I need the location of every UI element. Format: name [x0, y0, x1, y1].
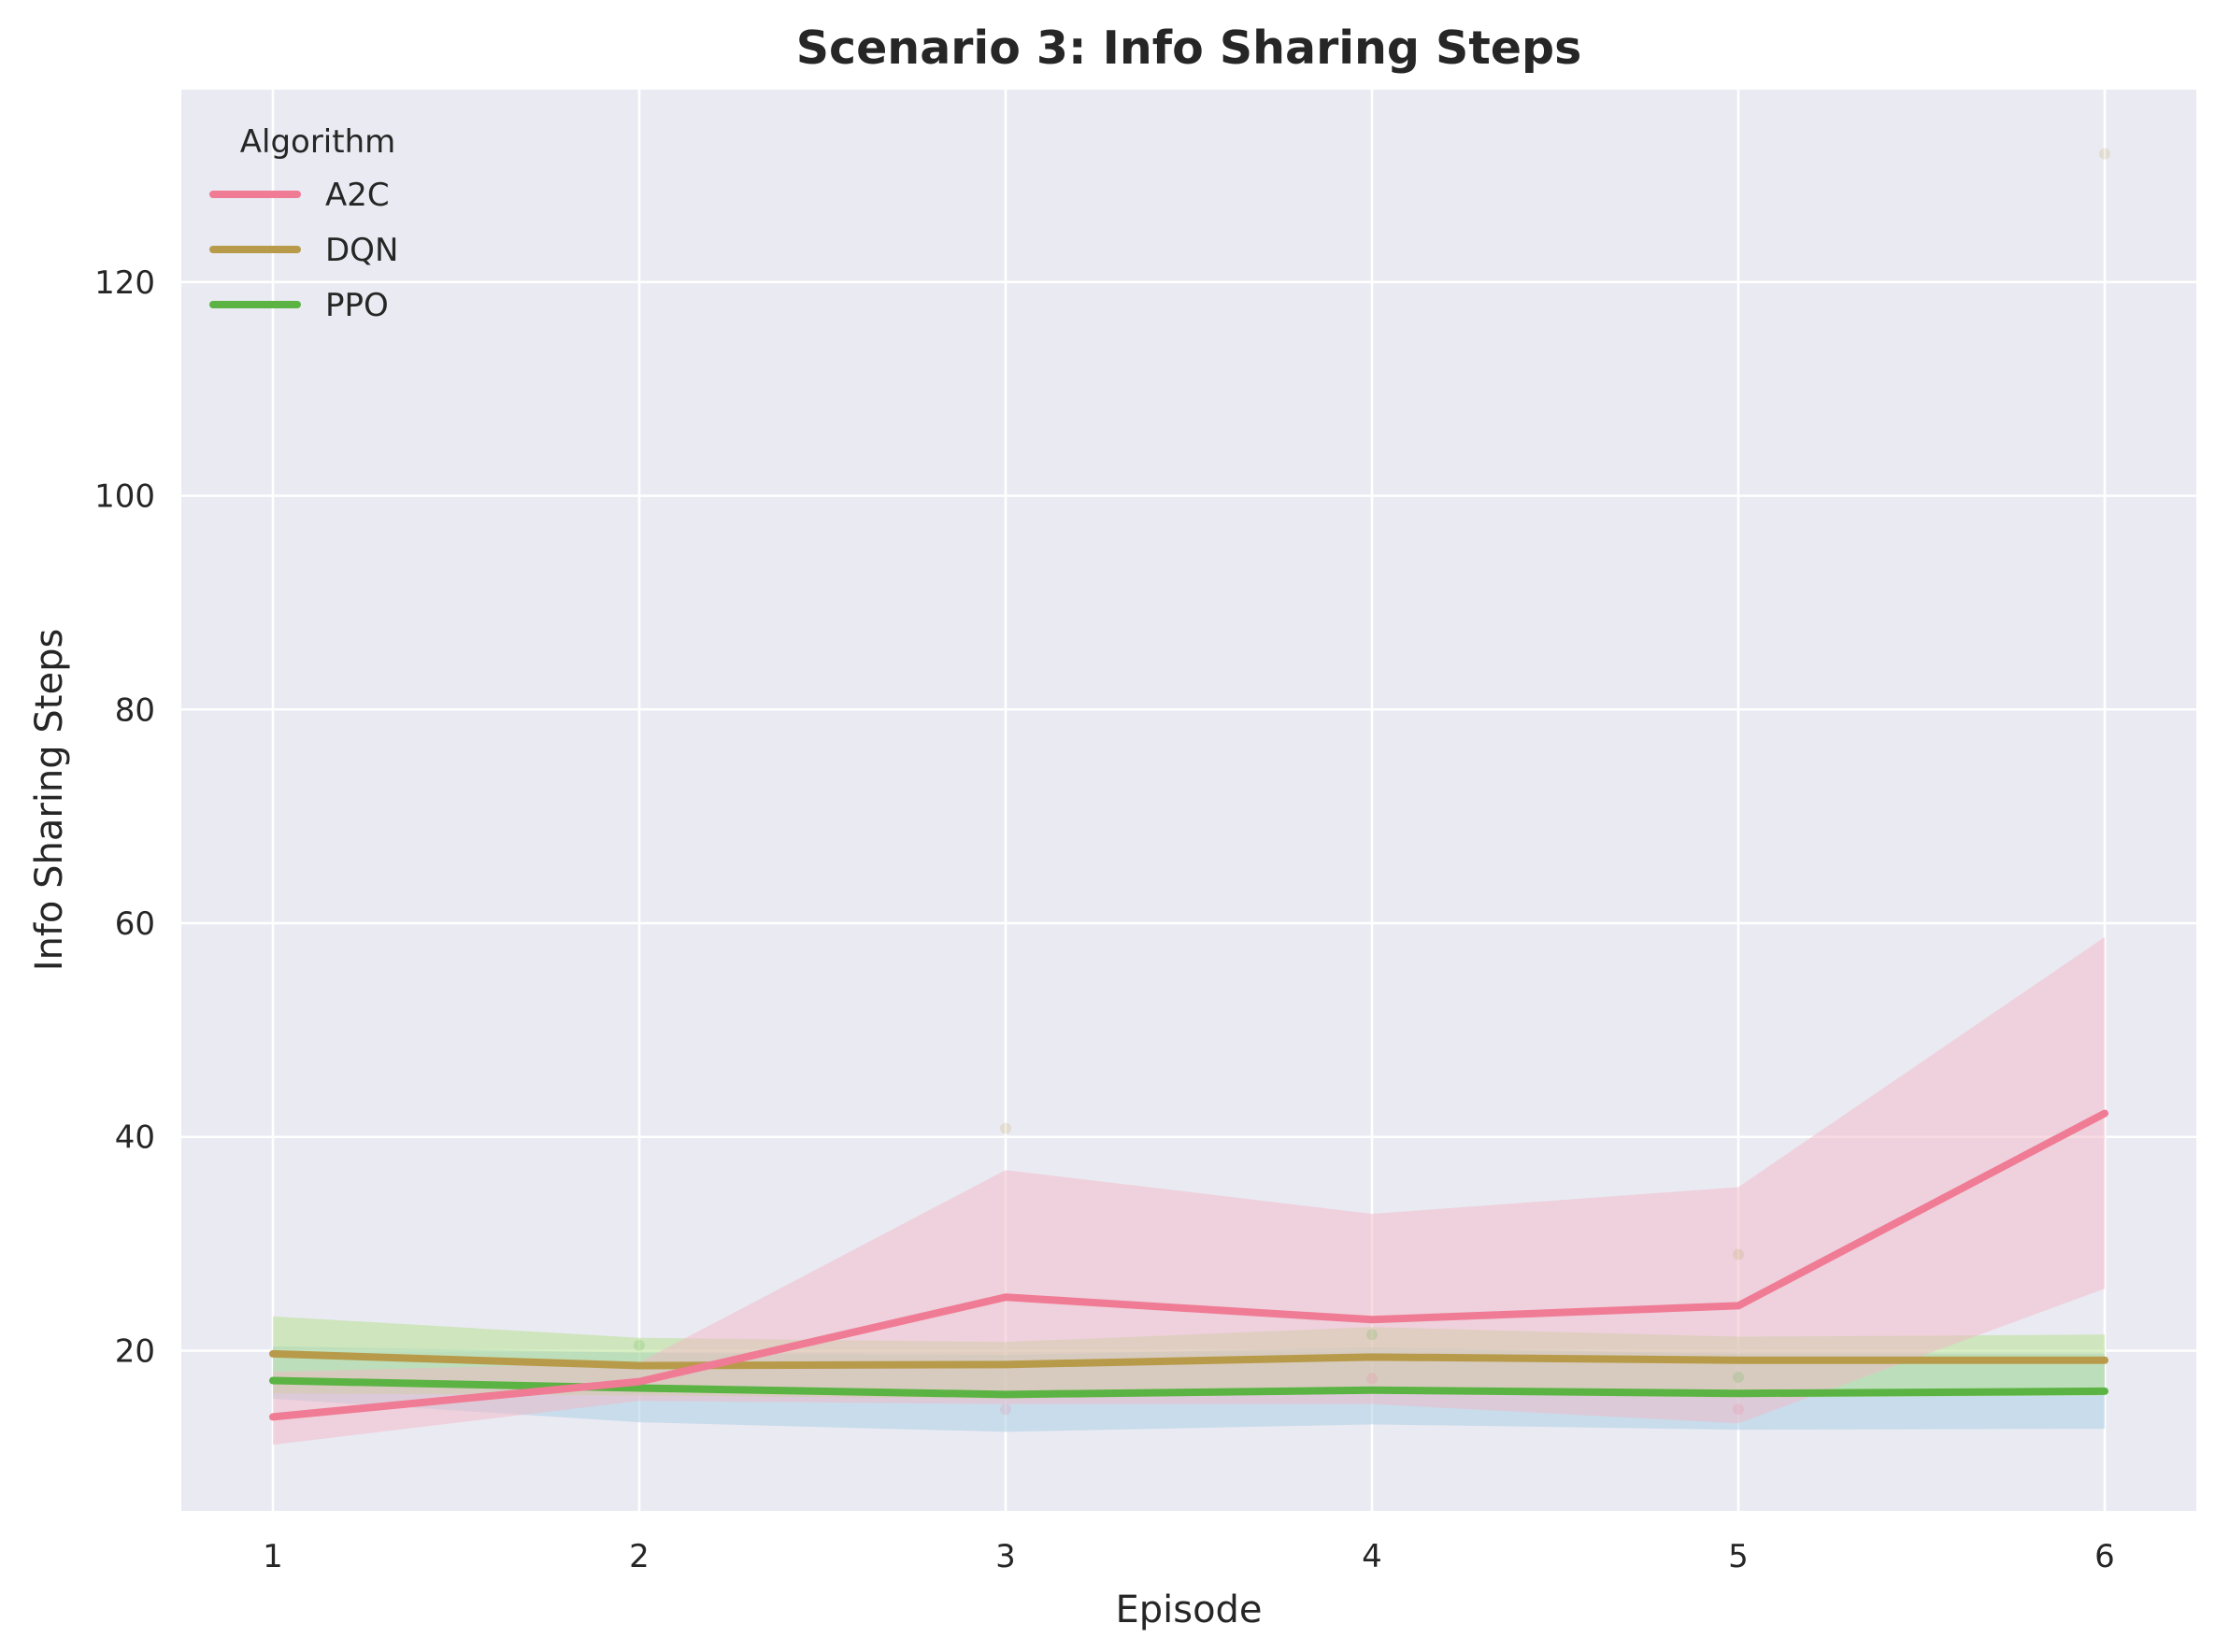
- x-tick-label: 1: [263, 1538, 283, 1575]
- legend-label-ppo: PPO: [325, 287, 389, 324]
- outlier-point-ppo: [634, 1339, 645, 1351]
- legend-title: Algorithm: [240, 123, 396, 161]
- y-tick-label: 40: [115, 1119, 155, 1157]
- legend: Algorithm A2C DQN PPO: [209, 123, 398, 324]
- x-tick-label: 4: [1362, 1538, 1382, 1575]
- outlier-point-dqn: [1733, 1248, 1744, 1260]
- x-tick-label: 2: [629, 1538, 650, 1575]
- legend-label-a2c: A2C: [325, 177, 390, 214]
- y-axis-label: Info Sharing Steps: [28, 629, 71, 972]
- x-axis-label: Episode: [1115, 1588, 1262, 1631]
- y-tick-label: 120: [94, 264, 155, 302]
- x-tick-label: 6: [2094, 1538, 2115, 1575]
- x-tick-label: 3: [995, 1538, 1016, 1575]
- x-tick-label: 5: [1728, 1538, 1749, 1575]
- series-lines: [269, 1109, 2108, 1421]
- band-a2c: [273, 936, 2105, 1446]
- outlier-points: [634, 148, 2110, 1416]
- y-tick-label: 100: [94, 478, 155, 516]
- outlier-point-a2c: [1000, 1403, 1011, 1416]
- outlier-point-dqn: [1000, 1122, 1011, 1134]
- outlier-point-dqn: [2099, 148, 2110, 160]
- grid: [181, 90, 2196, 1511]
- series-line-a2c: [269, 1109, 2108, 1421]
- outlier-point-ppo: [1366, 1329, 1378, 1341]
- series-line-dqn: [269, 1349, 2108, 1370]
- y-tick-label: 60: [115, 905, 155, 943]
- x-axis-ticks: 1 2 3 4 5 6: [263, 1538, 2115, 1575]
- outlier-point-a2c: [1733, 1403, 1744, 1416]
- chart-title: Scenario 3: Info Sharing Steps: [796, 21, 1582, 75]
- outlier-point-a2c: [1366, 1373, 1378, 1385]
- y-tick-label: 20: [115, 1332, 155, 1370]
- outlier-point-ppo: [1733, 1372, 1744, 1384]
- y-tick-label: 80: [115, 691, 155, 729]
- legend-label-dqn: DQN: [325, 232, 398, 269]
- y-axis-ticks: 20 40 60 80 100 120: [94, 264, 155, 1371]
